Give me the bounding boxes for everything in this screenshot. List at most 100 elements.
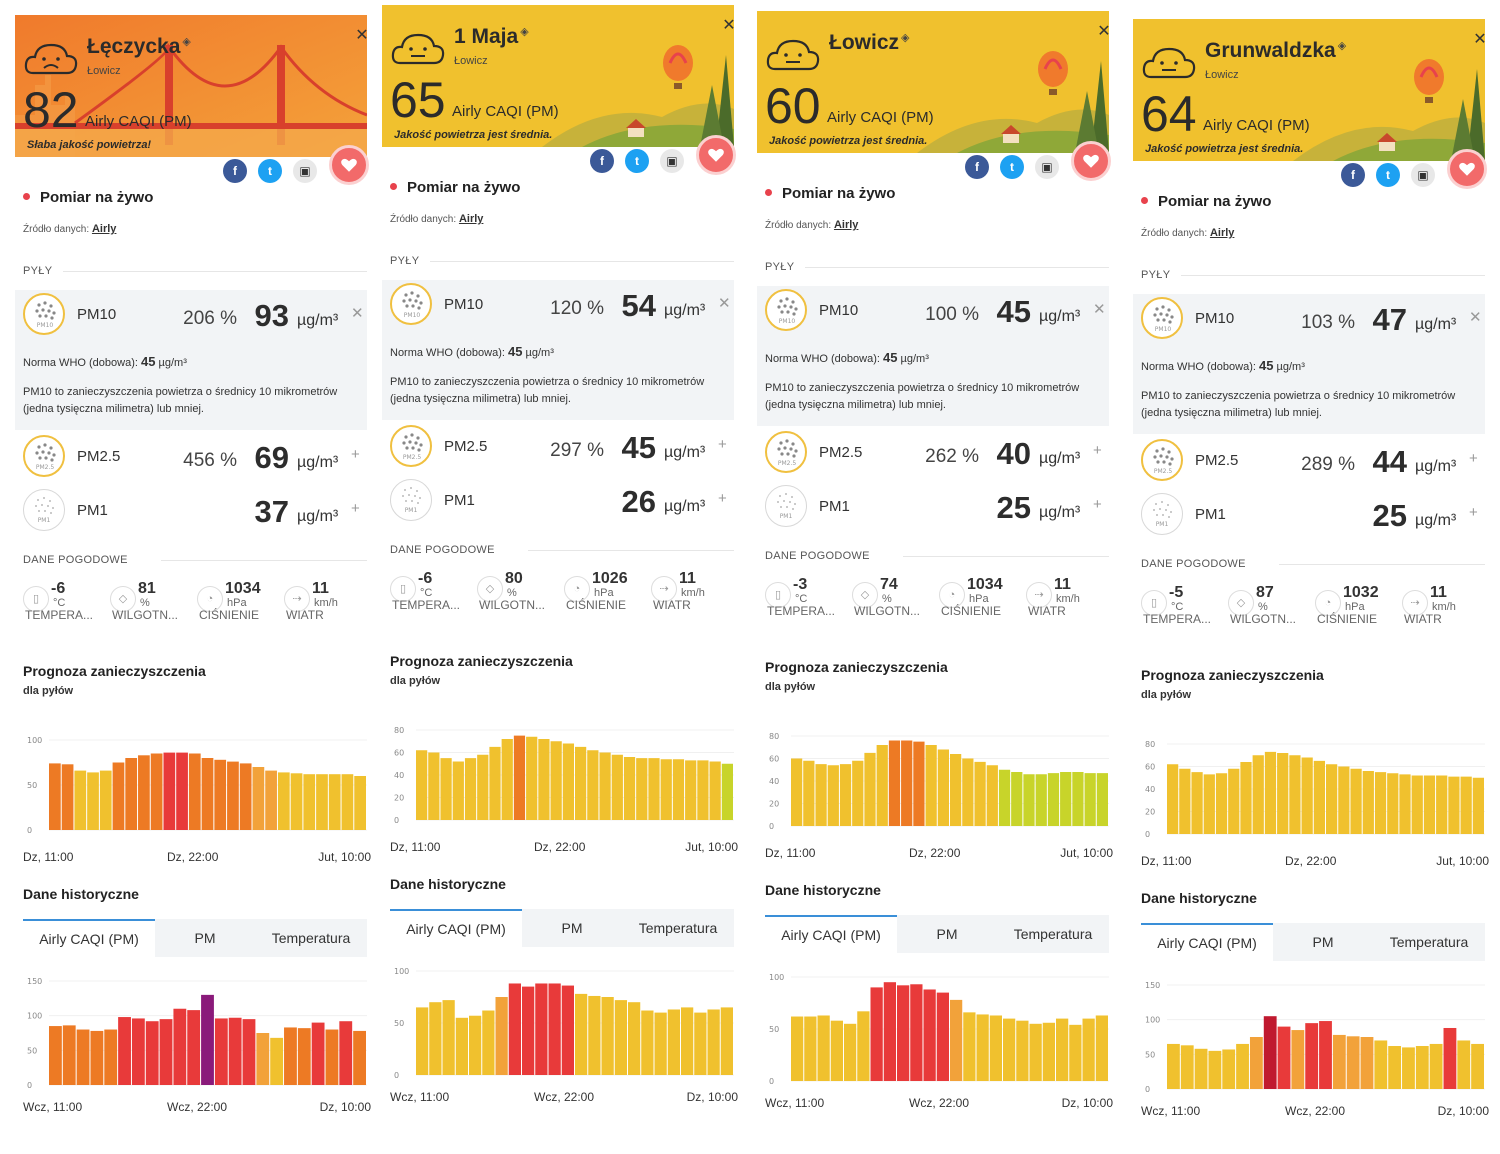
bar[interactable] [1042,1022,1055,1081]
bar[interactable] [1423,775,1436,835]
bar[interactable] [1436,775,1448,835]
bar[interactable] [1362,771,1374,834]
bar[interactable] [311,1022,325,1085]
bar[interactable] [482,1010,495,1075]
bar[interactable] [1072,772,1084,826]
bar[interactable] [1222,1049,1236,1089]
collapse-icon[interactable]: ✕ [351,305,364,322]
source-link[interactable]: Airly [1209,227,1235,239]
bar[interactable] [316,774,328,830]
bar[interactable] [353,1030,366,1085]
bar[interactable] [648,758,660,820]
bar[interactable] [49,763,61,830]
bar[interactable] [61,764,74,830]
bar[interactable] [325,1029,339,1085]
bar[interactable] [1056,1018,1069,1081]
bar[interactable] [611,754,623,820]
bar[interactable] [1313,760,1325,834]
bar[interactable] [1374,772,1387,834]
bar[interactable] [685,760,697,820]
pm-row-pm25[interactable]: PM2.5 PM2.5 289 % 44 µg/m³ + [1133,436,1485,486]
bar[interactable] [187,1010,201,1085]
bar[interactable] [277,772,290,830]
facebook-icon[interactable]: f [965,155,989,179]
source-link[interactable]: Airly [91,223,117,235]
bar[interactable] [1289,755,1301,834]
bar[interactable] [870,987,883,1081]
bar[interactable] [328,774,341,830]
bar[interactable] [989,1015,1002,1081]
bar[interactable] [522,986,535,1075]
pm-row-pm1[interactable]: PM1 PM1 25 µg/m³ + [1133,490,1485,540]
bar[interactable] [1374,1040,1388,1089]
bar[interactable] [265,770,277,830]
bar[interactable] [1252,755,1264,834]
bar[interactable] [201,994,214,1085]
bar[interactable] [1096,773,1108,826]
bar[interactable] [1029,1023,1042,1081]
bar[interactable] [1095,1015,1108,1081]
bar[interactable] [159,1019,173,1085]
bar[interactable] [99,770,112,830]
bar[interactable] [252,767,265,830]
bar[interactable] [489,746,501,820]
pm10-detail-box[interactable]: PM10 PM10 120 % 54 µg/m³ ✕ Norma WHO (dobowa):… [382,280,734,420]
expand-icon[interactable]: + [1469,504,1478,521]
bar[interactable] [950,754,962,826]
bar[interactable] [87,772,99,830]
tab-temperature[interactable]: Temperatura [271,930,351,946]
close-icon[interactable]: ✕ [722,17,736,34]
bar[interactable] [1277,753,1289,834]
bar[interactable] [1179,768,1191,834]
bar[interactable] [442,1000,455,1075]
bar[interactable] [513,735,526,820]
bar[interactable] [303,774,316,830]
bar[interactable] [1264,751,1277,834]
tab-temperature[interactable]: Temperatura [1389,934,1469,950]
bar[interactable] [697,760,709,820]
bar[interactable] [1194,1048,1208,1089]
bar[interactable] [131,1018,145,1085]
bar[interactable] [641,1010,654,1075]
bar[interactable] [1415,1046,1429,1089]
bar[interactable] [575,993,588,1075]
bar[interactable] [628,1002,641,1075]
tab-caqi[interactable]: Airly CAQI (PM) [390,909,522,947]
expand-icon[interactable]: + [1093,496,1102,513]
bar[interactable] [1228,768,1240,834]
bar[interactable] [830,1020,843,1081]
bar[interactable] [1411,775,1423,835]
facebook-icon[interactable]: f [223,159,247,183]
expand-icon[interactable]: + [1093,442,1102,459]
twitter-icon[interactable]: t [258,159,282,183]
pm-row-pm10[interactable]: PM10 PM10 120 % 54 µg/m³ ✕ [382,280,734,330]
bar[interactable] [601,997,614,1075]
bar[interactable] [562,743,574,821]
bar[interactable] [623,757,636,820]
bar[interactable] [354,776,366,830]
tab-caqi[interactable]: Airly CAQI (PM) [1141,923,1273,961]
tab-temperature[interactable]: Temperatura [1013,926,1093,942]
bar[interactable] [1277,1026,1291,1089]
bar[interactable] [104,1029,118,1085]
bar[interactable] [1003,1018,1016,1081]
bar[interactable] [428,752,440,821]
bar[interactable] [1016,1020,1029,1081]
bar[interactable] [1167,1043,1180,1089]
bar[interactable] [297,1028,311,1085]
favorite-heart-button[interactable] [1447,149,1487,189]
bar[interactable] [1084,773,1096,826]
bar[interactable] [913,741,925,826]
bar[interactable] [469,1015,482,1075]
source-link[interactable]: Airly [833,219,859,231]
bar[interactable] [817,1015,830,1081]
bar[interactable] [791,758,803,827]
collapse-icon[interactable]: ✕ [718,295,731,312]
bar[interactable] [495,997,508,1075]
bar[interactable] [876,745,888,826]
bar[interactable] [1291,1030,1305,1089]
tab-caqi[interactable]: Airly CAQI (PM) [23,919,155,957]
bar[interactable] [614,1000,627,1075]
twitter-icon[interactable]: t [625,149,649,173]
pm10-detail-box[interactable]: PM10 PM10 100 % 45 µg/m³ ✕ Norma WHO (dobowa):… [757,286,1109,426]
